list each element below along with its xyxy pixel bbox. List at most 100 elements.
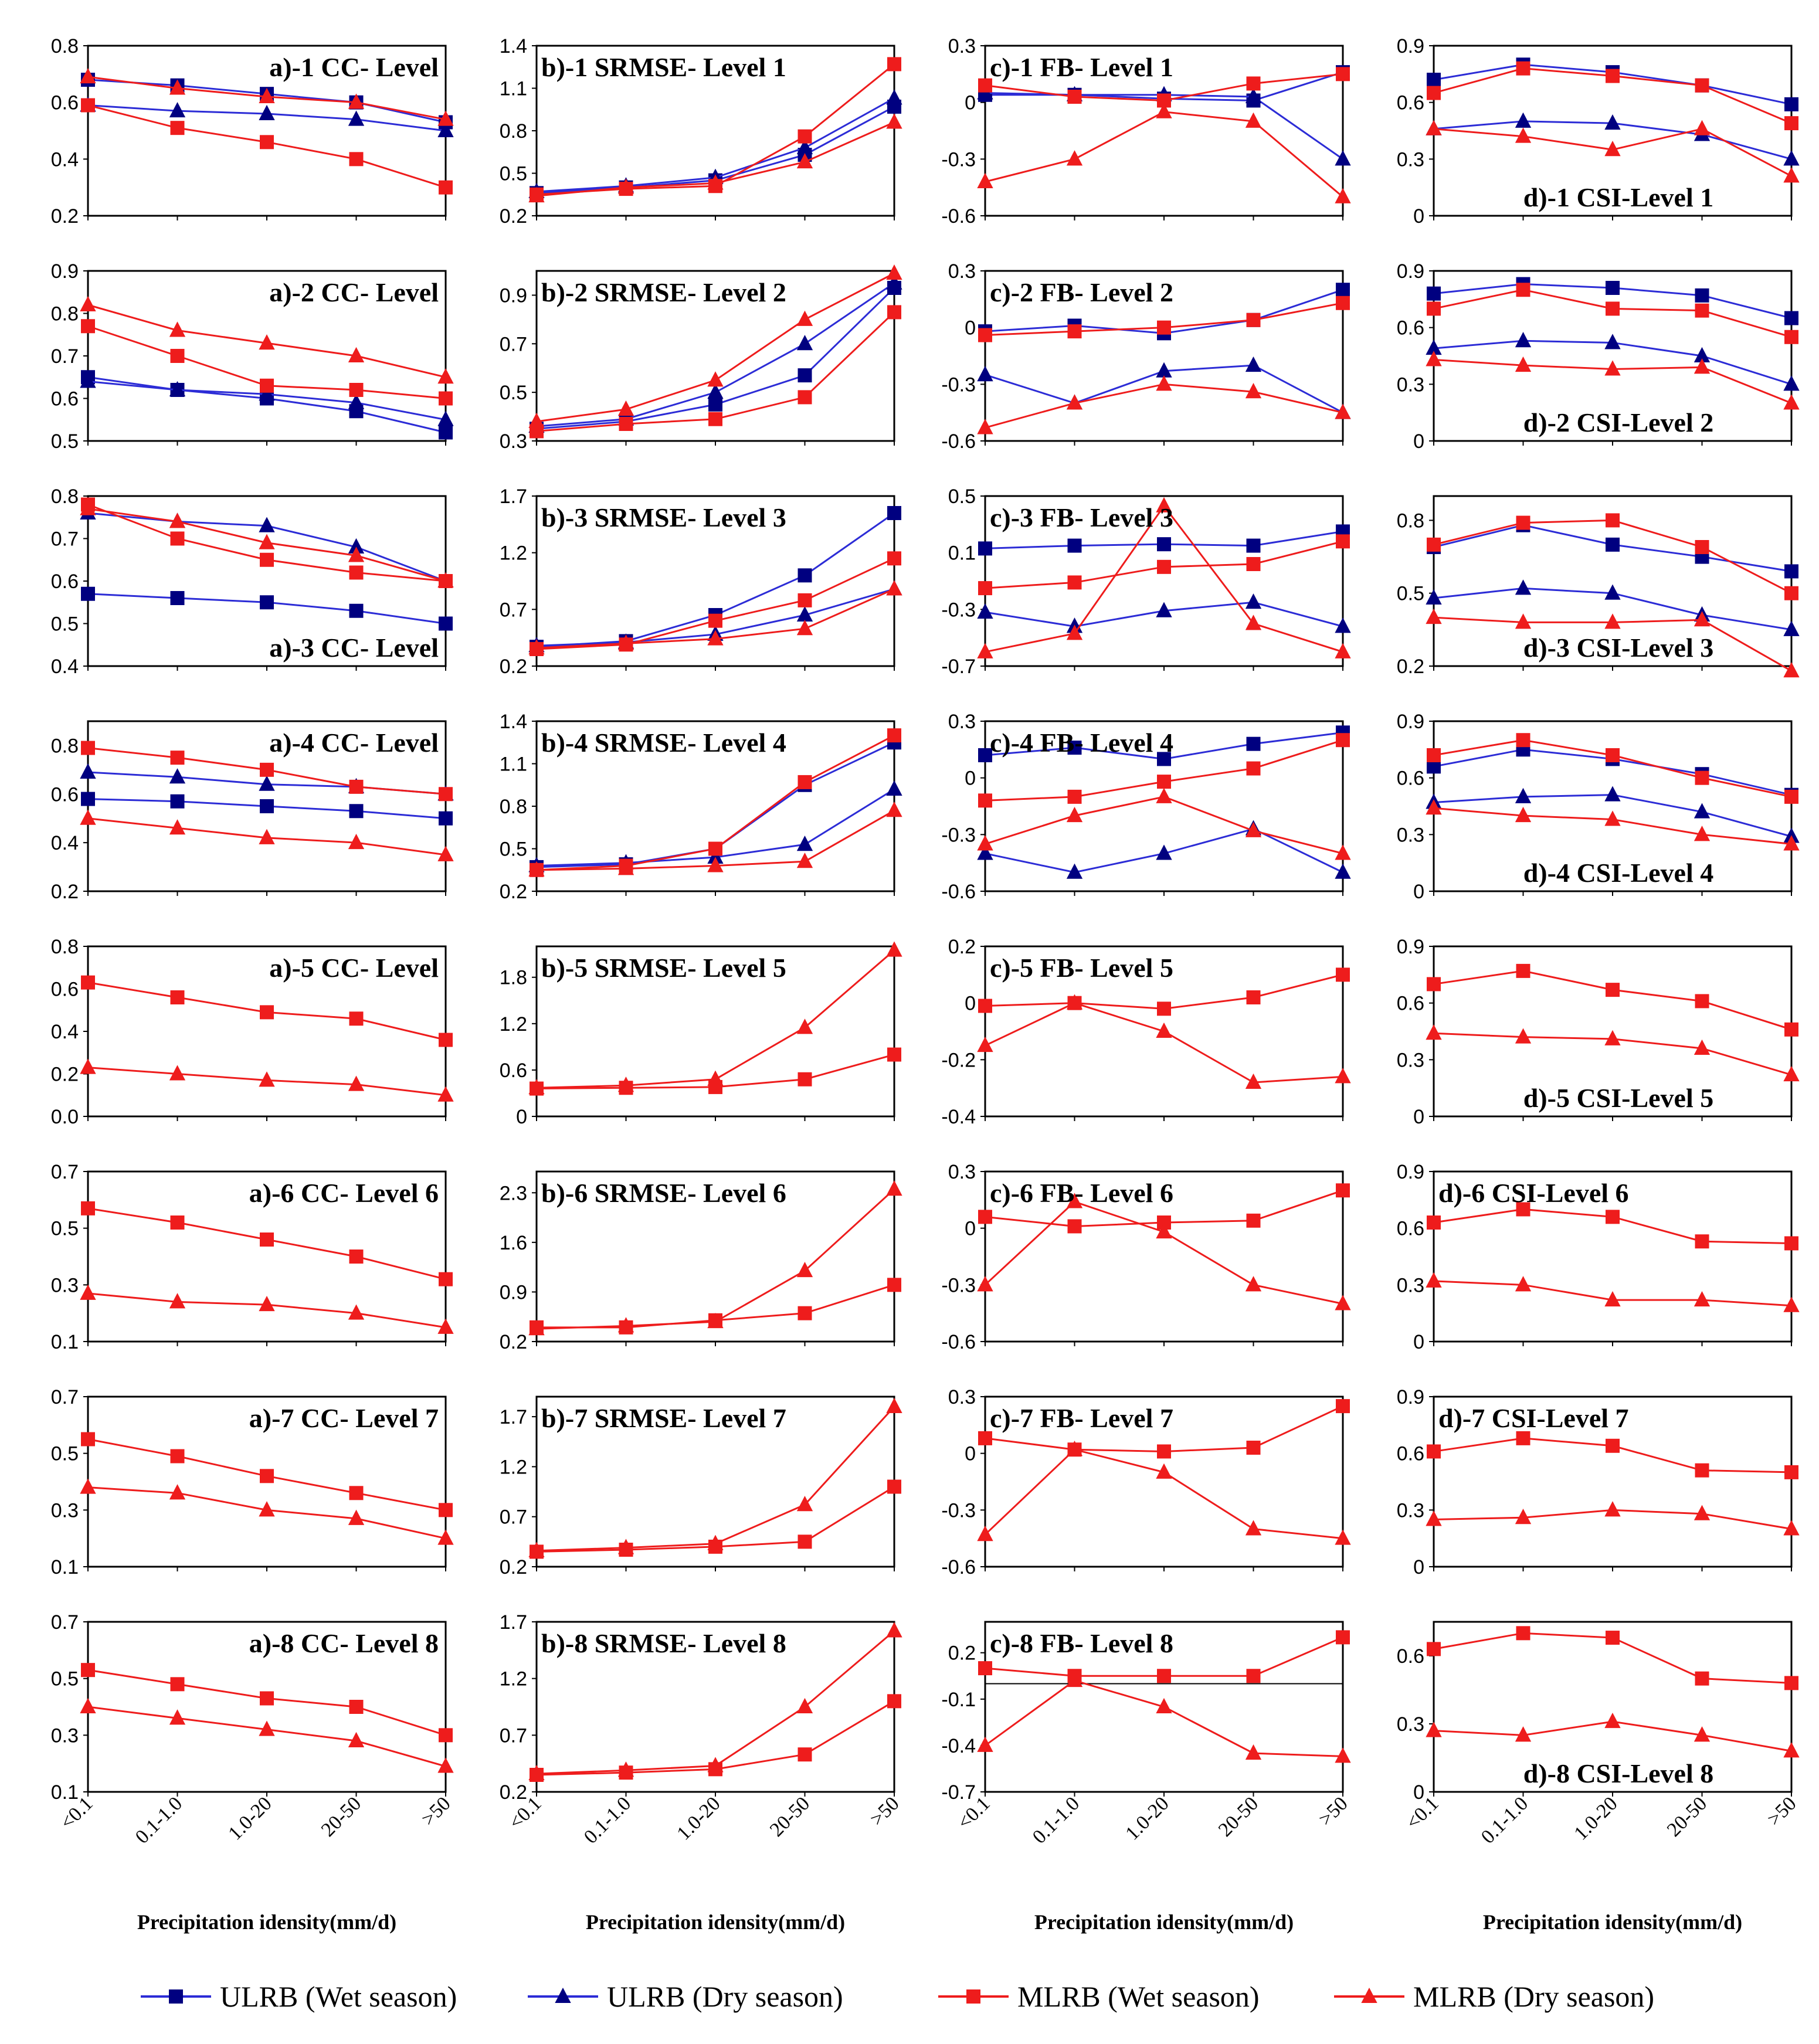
point-mlrb_wet bbox=[1067, 789, 1082, 804]
point-mlrb_wet bbox=[797, 1747, 812, 1762]
point-mlrb_dry bbox=[796, 1262, 813, 1278]
panel-c7: -0.6 -0.3 0 0.3 c)-7 FB- Level 7 bbox=[941, 1386, 1351, 1578]
point-mlrb_dry bbox=[1604, 141, 1621, 157]
legend-item-mlrb_dry: MLRB (Dry season) bbox=[1334, 1980, 1654, 2013]
point-ulrb_dry bbox=[1694, 803, 1711, 819]
point-mlrb_wet bbox=[887, 305, 901, 320]
point-mlrb_wet bbox=[1784, 330, 1798, 344]
y-tick-label: 0.2 bbox=[500, 1781, 527, 1804]
point-mlrb_wet bbox=[439, 1272, 453, 1286]
panel-d7: 0 0.3 0.6 0.9 d)-7 CSI-Level 7 bbox=[1397, 1386, 1800, 1578]
x-category-label: 20-50 bbox=[317, 1792, 365, 1841]
panel-d5: 0 0.3 0.6 0.9 d)-5 CSI-Level 5 bbox=[1397, 936, 1800, 1128]
panel-c5: -0.4 -0.2 0 0.2 c)-5 FB- Level 5 bbox=[941, 936, 1351, 1128]
point-mlrb_dry bbox=[977, 835, 993, 851]
y-tick-label: -0.3 bbox=[941, 374, 976, 396]
point-mlrb_dry bbox=[80, 68, 96, 84]
y-tick-label: 0.6 bbox=[1397, 1645, 1424, 1668]
series-line-mlrb_dry bbox=[536, 1189, 895, 1330]
point-ulrb_dry bbox=[1245, 593, 1262, 609]
point-mlrb_dry bbox=[1156, 103, 1172, 118]
panel-title: a)-3 CC- Level bbox=[269, 633, 439, 663]
y-tick-label: 0 bbox=[965, 1218, 976, 1240]
y-tick-label: 0.6 bbox=[1397, 92, 1424, 114]
y-tick-label: 0.5 bbox=[948, 485, 976, 508]
point-mlrb_dry bbox=[1515, 1028, 1532, 1044]
point-mlrb_dry bbox=[886, 1180, 902, 1196]
point-mlrb_wet bbox=[1606, 1438, 1620, 1453]
point-ulrb_dry bbox=[1426, 589, 1442, 605]
panel-a7: 0.1 0.3 0.5 0.7 a)-7 CC- Level 7 bbox=[51, 1386, 454, 1578]
point-mlrb_dry bbox=[617, 178, 634, 194]
y-tick-label: 0.8 bbox=[51, 735, 79, 757]
point-ulrb_wet bbox=[1246, 736, 1261, 751]
point-mlrb_dry bbox=[1245, 1520, 1262, 1536]
point-mlrb_wet bbox=[260, 1469, 274, 1483]
point-mlrb_wet bbox=[81, 741, 95, 755]
y-tick-label: 0 bbox=[965, 92, 976, 114]
point-mlrb_wet bbox=[1246, 313, 1261, 327]
point-mlrb_wet bbox=[1427, 1642, 1441, 1656]
point-mlrb_dry bbox=[617, 400, 634, 416]
point-mlrb_dry bbox=[1066, 624, 1083, 640]
y-tick-label: 0.9 bbox=[1397, 711, 1424, 733]
point-mlrb_wet bbox=[887, 1694, 901, 1709]
point-mlrb_dry bbox=[617, 1761, 634, 1777]
x-axis-title: Precipitation idensity(mm/d) bbox=[1483, 1910, 1742, 1934]
legend-marker bbox=[555, 1987, 571, 2003]
point-mlrb_wet bbox=[260, 1005, 274, 1020]
point-mlrb_dry bbox=[1245, 383, 1262, 399]
point-ulrb_wet bbox=[797, 568, 812, 583]
panel-c1: -0.6 -0.3 0 0.3 c)-1 FB- Level 1 bbox=[941, 35, 1351, 228]
point-ulrb_dry bbox=[886, 274, 902, 290]
y-tick-label: 0 bbox=[1413, 1106, 1424, 1128]
point-ulrb_dry bbox=[348, 110, 365, 126]
point-mlrb_dry bbox=[796, 853, 813, 868]
y-tick-label: 1.6 bbox=[500, 1232, 527, 1254]
point-mlrb_dry bbox=[886, 941, 902, 957]
point-mlrb_dry bbox=[1335, 188, 1351, 203]
panel-title: d)-1 CSI-Level 1 bbox=[1523, 182, 1714, 212]
x-category-label: 0.1-1.0 bbox=[131, 1792, 186, 1848]
point-ulrb_dry bbox=[1245, 87, 1262, 103]
y-tick-label: 0 bbox=[965, 317, 976, 339]
y-tick-label: 0.6 bbox=[1397, 317, 1424, 339]
y-tick-label: 0.2 bbox=[51, 1064, 79, 1086]
point-mlrb_dry bbox=[1156, 1697, 1172, 1713]
point-mlrb_wet bbox=[1606, 748, 1620, 762]
point-mlrb_wet bbox=[1336, 733, 1350, 748]
y-tick-label: 0.9 bbox=[1397, 936, 1424, 958]
point-ulrb_dry bbox=[80, 372, 96, 388]
y-tick-label: -0.7 bbox=[941, 1781, 976, 1804]
y-tick-label: 0 bbox=[1413, 1781, 1424, 1804]
point-mlrb_dry bbox=[886, 802, 902, 817]
point-mlrb_wet bbox=[797, 1306, 812, 1320]
point-mlrb_wet bbox=[978, 999, 992, 1013]
panel-title: a)-6 CC- Level 6 bbox=[249, 1178, 439, 1208]
panel-title: c)-7 FB- Level 7 bbox=[990, 1403, 1173, 1433]
point-mlrb_wet bbox=[1695, 1463, 1709, 1478]
point-mlrb_wet bbox=[708, 613, 722, 628]
point-mlrb_wet bbox=[170, 1449, 185, 1464]
point-ulrb_dry bbox=[1335, 863, 1351, 879]
point-mlrb_wet bbox=[1784, 789, 1798, 804]
point-mlrb_wet bbox=[170, 1215, 185, 1230]
y-tick-label: -0.6 bbox=[941, 881, 976, 903]
point-mlrb_wet bbox=[1516, 61, 1530, 76]
point-mlrb_dry bbox=[1066, 994, 1083, 1010]
point-mlrb_wet bbox=[1695, 994, 1709, 1009]
point-ulrb_dry bbox=[796, 836, 813, 851]
panel-b6: 0.2 0.9 1.6 2.3 b)-6 SRMSE- Level 6 bbox=[500, 1170, 902, 1353]
point-mlrb_dry bbox=[1426, 608, 1442, 624]
y-tick-label: -0.6 bbox=[941, 430, 976, 453]
y-tick-label: 0.8 bbox=[500, 120, 527, 142]
y-tick-label: 0.5 bbox=[51, 613, 79, 636]
point-ulrb_wet bbox=[81, 792, 95, 806]
y-tick-label: 1.2 bbox=[500, 1456, 527, 1478]
point-mlrb_dry bbox=[437, 572, 454, 588]
panel-title: a)-1 CC- Level bbox=[269, 52, 439, 82]
panel-title: b)-1 SRMSE- Level 1 bbox=[541, 52, 786, 82]
point-mlrb_dry bbox=[977, 172, 993, 188]
point-ulrb_dry bbox=[437, 121, 454, 137]
point-mlrb_wet bbox=[1695, 1234, 1709, 1249]
